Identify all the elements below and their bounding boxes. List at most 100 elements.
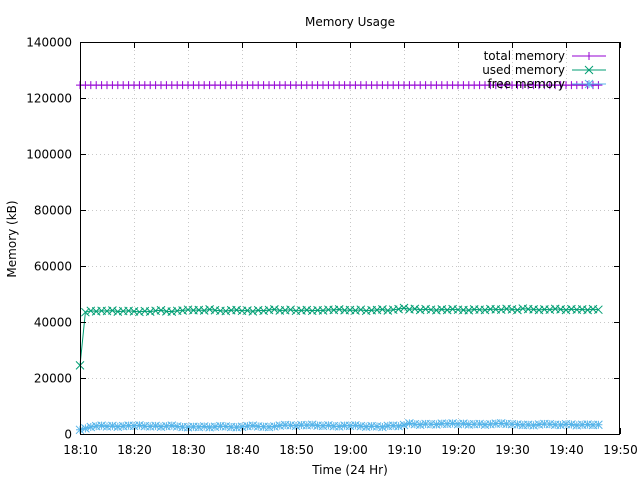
data-point (167, 307, 177, 316)
data-point (291, 421, 301, 431)
data-point (415, 420, 425, 430)
data-point (432, 420, 441, 429)
data-point (307, 420, 317, 430)
x-tick-label: 19:50 (603, 443, 638, 457)
data-point (583, 305, 592, 315)
data-point (442, 305, 452, 315)
data-point (513, 305, 522, 315)
legend-marker (584, 79, 594, 89)
y-tick-label: 120000 (26, 92, 72, 106)
data-point (475, 419, 484, 429)
x-tick-label: 19:20 (441, 443, 476, 457)
data-point (86, 422, 96, 432)
x-tick-label: 18:50 (279, 443, 314, 457)
data-point (464, 305, 474, 315)
data-point (318, 306, 328, 315)
data-point (378, 305, 387, 314)
data-point (448, 419, 457, 428)
data-point (383, 306, 393, 315)
series-total-memory (76, 81, 603, 90)
series-free-memory (75, 419, 603, 435)
data-point (270, 422, 279, 431)
data-point (156, 305, 166, 315)
data-point (81, 307, 90, 317)
series-line (79, 307, 599, 366)
data-point (81, 424, 90, 433)
data-point (410, 419, 420, 429)
data-point (496, 305, 506, 315)
data-point (199, 306, 209, 315)
data-point (351, 306, 360, 315)
data-point (243, 306, 252, 315)
data-point (135, 420, 144, 430)
data-point (178, 306, 187, 315)
x-tick-label: 18:20 (117, 443, 152, 457)
data-point (567, 420, 576, 429)
y-tick-label: 100000 (26, 148, 72, 162)
series-used-memory (75, 303, 603, 370)
data-point (399, 303, 409, 313)
data-point (378, 422, 387, 432)
data-point (199, 422, 209, 431)
data-point (324, 420, 333, 430)
data-point (270, 305, 279, 314)
x-tick-label: 19:40 (549, 443, 584, 457)
data-point (594, 81, 603, 90)
data-point (529, 420, 538, 430)
data-point (415, 305, 425, 315)
data-point (232, 305, 241, 315)
data-point (334, 305, 344, 314)
grid-lines (80, 42, 620, 434)
y-axis-title: Memory (kB) (5, 200, 19, 277)
data-point (108, 306, 117, 315)
x-tick-label: 18:30 (171, 443, 206, 457)
y-tick-label: 40000 (34, 316, 72, 330)
x-tick-label: 18:10 (63, 443, 98, 457)
axis-ticks: 0 20000 40000 60000 80000 100000 120000 140000 1… (26, 36, 638, 458)
data-point (302, 305, 312, 315)
x-tick-label: 18:40 (225, 443, 260, 457)
data-point (334, 422, 344, 431)
data-point (459, 419, 468, 428)
data-point (545, 305, 555, 315)
legend-marker (584, 65, 594, 75)
data-point (594, 420, 603, 430)
data-point (151, 421, 160, 431)
data-point (108, 421, 117, 431)
data-point (394, 421, 403, 431)
data-point (286, 305, 295, 315)
data-point (405, 419, 414, 428)
x-tick-label: 19:30 (495, 443, 530, 457)
data-point (388, 421, 398, 430)
data-point (561, 305, 571, 315)
data-point (221, 306, 231, 316)
data-point (248, 421, 258, 430)
data-point (205, 305, 214, 314)
legend-marker (585, 52, 593, 60)
data-point (351, 420, 360, 430)
data-point (259, 306, 268, 316)
legend-label: free memory (487, 77, 565, 91)
data-point (394, 304, 403, 314)
data-point (145, 307, 155, 316)
legend-label: used memory (482, 63, 565, 77)
data-point (97, 421, 106, 430)
data-point (135, 307, 144, 317)
data-point (167, 421, 177, 430)
x-tick-label: 19:00 (333, 443, 368, 457)
data-point (356, 305, 366, 315)
data-point (410, 304, 420, 314)
data-point (248, 307, 258, 316)
data-point (432, 305, 441, 315)
legend-label: total memory (484, 49, 565, 63)
y-tick-label: 140000 (26, 36, 72, 50)
y-tick-label: 60000 (34, 260, 72, 274)
data-point (399, 420, 409, 430)
y-tick-label: 0 (64, 428, 72, 442)
data-point (556, 420, 565, 430)
series-layer (75, 81, 603, 435)
y-tick-label: 80000 (34, 204, 72, 218)
chart-title: Memory Usage (305, 15, 395, 29)
